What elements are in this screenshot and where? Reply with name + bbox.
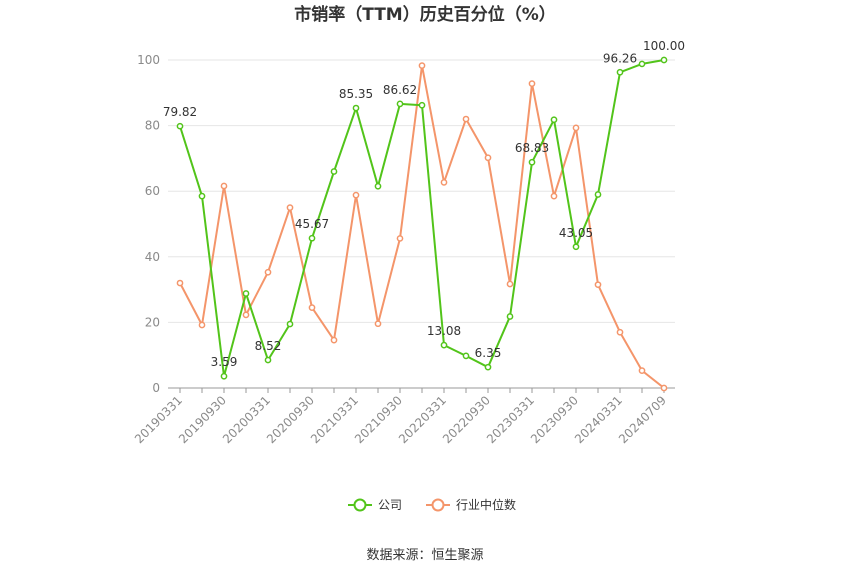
- data-point: [660, 56, 668, 64]
- data-point: [484, 363, 492, 371]
- x-tick-label: 20240709: [616, 393, 669, 446]
- data-point: [242, 311, 250, 319]
- data-point: [242, 290, 250, 297]
- data-point: [176, 279, 184, 287]
- data-point: [528, 80, 536, 87]
- data-point: [440, 341, 448, 349]
- data-point: [638, 60, 646, 68]
- data-point: [264, 268, 272, 276]
- legend-item[interactable]: 公司: [348, 498, 402, 512]
- data-point: [308, 304, 316, 311]
- data-point: [572, 243, 580, 251]
- data-point: [616, 328, 624, 336]
- data-label: 85.35: [339, 87, 373, 101]
- legend[interactable]: 公司 行业中位数: [348, 497, 516, 512]
- data-point: [528, 158, 536, 166]
- grid: [168, 59, 675, 323]
- data-label: 6.35: [475, 346, 502, 360]
- y-tick-label: 100: [137, 53, 160, 67]
- data-point: [220, 372, 228, 380]
- data-label: 3.59: [211, 355, 238, 369]
- data-label: 8.52: [255, 339, 282, 353]
- series-公司: [176, 56, 668, 380]
- data-point: [660, 384, 668, 392]
- data-point: [352, 191, 360, 199]
- data-point: [506, 280, 514, 288]
- data-point: [330, 168, 338, 175]
- y-tick-label: 40: [145, 250, 160, 264]
- data-point: [374, 182, 382, 190]
- legend-marker: [353, 498, 367, 512]
- series-layer: [176, 56, 668, 392]
- data-point: [594, 281, 602, 289]
- data-label: 96.26: [603, 51, 637, 65]
- data-point: [308, 234, 316, 242]
- data-point: [330, 336, 338, 344]
- data-label: 13.08: [427, 324, 461, 338]
- series-行业中位数: [176, 62, 668, 392]
- data-point: [396, 235, 404, 242]
- legend-label: 行业中位数: [456, 497, 516, 512]
- data-point: [572, 124, 580, 132]
- data-point: [198, 321, 206, 329]
- data-point: [374, 320, 382, 328]
- data-label: 86.62: [383, 83, 417, 97]
- data-point: [616, 68, 624, 76]
- data-point: [418, 62, 426, 69]
- data-point: [506, 313, 514, 320]
- y-tick-label: 20: [145, 315, 160, 329]
- data-point: [396, 100, 404, 108]
- y-tick-label: 60: [145, 184, 160, 198]
- data-source: 数据来源：恒生聚源: [366, 548, 483, 563]
- y-tick-label: 0: [152, 381, 160, 395]
- data-point: [286, 204, 294, 211]
- legend-item[interactable]: 行业中位数: [426, 497, 516, 512]
- data-point: [418, 101, 426, 109]
- data-label: 45.67: [295, 217, 329, 231]
- data-point: [264, 356, 272, 364]
- chart-title: 市销率（TTM）历史百分位（%）: [294, 4, 556, 25]
- data-point: [638, 367, 646, 374]
- data-point: [550, 192, 558, 200]
- y-tick-label: 80: [145, 119, 160, 133]
- data-point: [484, 154, 492, 162]
- data-point: [176, 122, 184, 130]
- data-label: 79.82: [163, 105, 197, 119]
- data-label: 43.05: [559, 226, 593, 240]
- data-point: [440, 178, 448, 186]
- data-point: [352, 104, 360, 112]
- data-point: [220, 182, 228, 190]
- data-label: 100.00: [643, 39, 685, 53]
- legend-marker: [431, 498, 445, 512]
- legend-label: 公司: [378, 498, 402, 512]
- data-point: [286, 320, 294, 328]
- data-point: [462, 115, 470, 123]
- data-point: [594, 191, 602, 198]
- data-point: [550, 116, 558, 124]
- data-label: 68.83: [515, 141, 549, 155]
- data-labels: 79.82 3.59 8.52 45.67 85.35 86.62 13.08 6.35 68.…: [163, 39, 685, 369]
- data-point: [462, 352, 470, 360]
- data-point: [198, 192, 206, 200]
